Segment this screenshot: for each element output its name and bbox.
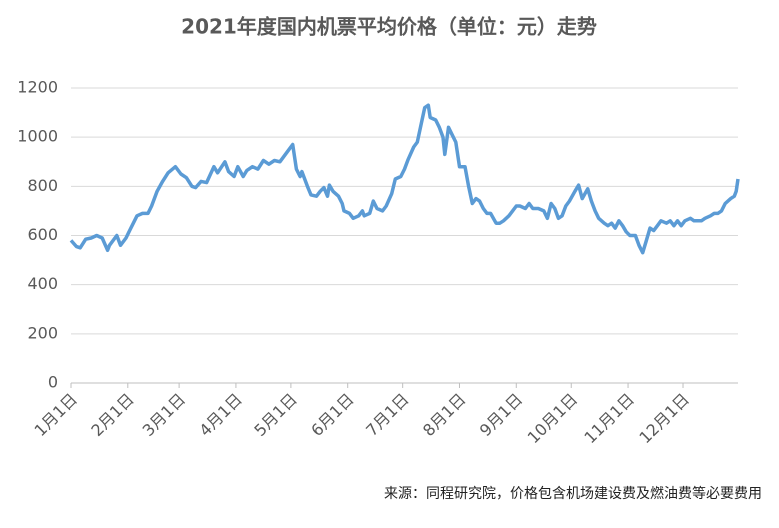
y-tick-label: 0 (48, 373, 58, 392)
x-tick-label: 11月1日 (580, 390, 638, 448)
x-tick-label: 7月1日 (362, 390, 412, 440)
x-tick-label: 4月1日 (195, 390, 245, 440)
x-tick-label: 3月1日 (139, 390, 189, 440)
source-note: 来源：同程研究院，价格包含机场建设费及燃油费等必要费用 (384, 485, 762, 502)
x-tick-label: 6月1日 (307, 390, 357, 440)
y-tick-label: 400 (27, 274, 58, 293)
y-tick-label: 1000 (17, 127, 58, 146)
data-line (69, 103, 740, 255)
chart-title: 2021年度国内机票平均价格（单位：元）走势 (181, 15, 597, 39)
y-tick-label: 800 (27, 176, 58, 195)
x-tick-label: 12月1日 (635, 390, 693, 448)
x-tick-label: 9月1日 (476, 390, 526, 440)
x-tick-label: 5月1日 (250, 390, 300, 440)
y-tick-label: 600 (27, 225, 58, 244)
x-tick-label: 10月1日 (524, 390, 582, 448)
x-tick-label: 1月1日 (31, 390, 81, 440)
x-tick-label: 8月1日 (419, 390, 469, 440)
y-tick-label: 1200 (17, 78, 58, 97)
y-tick-label: 200 (27, 323, 58, 342)
x-tick-label: 2月1日 (87, 390, 137, 440)
